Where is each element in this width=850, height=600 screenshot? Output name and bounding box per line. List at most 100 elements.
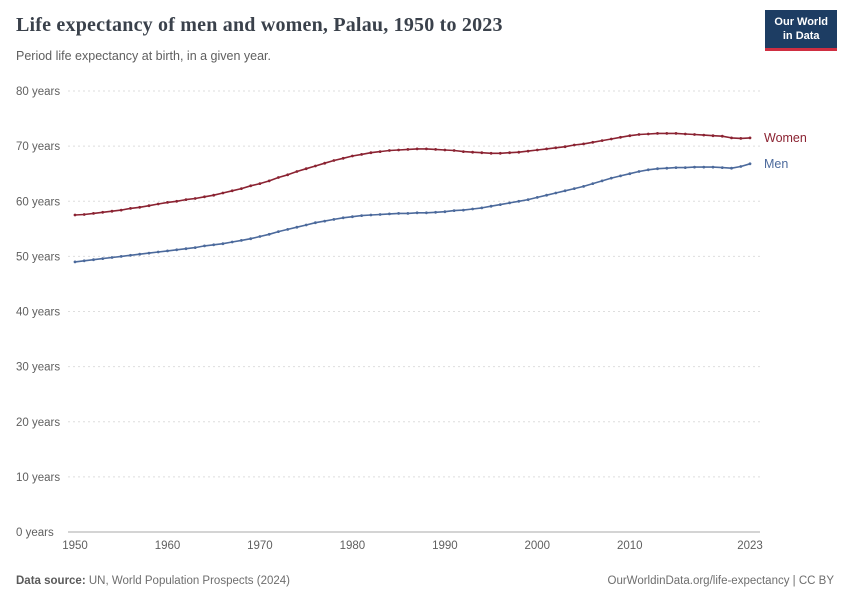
- data-point: [609, 176, 613, 180]
- data-point: [563, 189, 567, 193]
- owid-logo[interactable]: Our World in Data: [765, 10, 837, 51]
- series-line-men: [74, 163, 751, 263]
- data-point: [360, 214, 363, 218]
- data-point: [138, 205, 142, 209]
- data-point: [240, 239, 243, 242]
- data-point: [517, 199, 521, 203]
- y-axis-tick-label: 20 years: [16, 417, 60, 429]
- data-point: [526, 198, 530, 201]
- data-point: [323, 161, 327, 165]
- line-chart: 0 years 10 years 20 years 30 years 40 years 5…: [16, 86, 807, 552]
- data-point: [82, 213, 86, 216]
- series-line-women: [74, 132, 751, 216]
- data-point: [369, 151, 373, 155]
- data-point: [258, 235, 262, 238]
- data-point: [462, 150, 465, 153]
- y-axis-tick-label: 0 years: [16, 527, 54, 539]
- data-point: [535, 196, 539, 199]
- data-point: [166, 201, 169, 204]
- data-point: [462, 208, 465, 212]
- data-point: [572, 143, 576, 147]
- data-point: [184, 198, 188, 201]
- data-point: [360, 153, 363, 156]
- data-point: [517, 150, 521, 154]
- data-point: [739, 165, 743, 168]
- data-point: [498, 151, 502, 155]
- data-point: [739, 137, 743, 140]
- data-point: [388, 149, 391, 152]
- data-point: [554, 191, 558, 195]
- data-source-text: UN, World Population Prospects (2024): [85, 575, 290, 587]
- data-point: [600, 179, 604, 183]
- data-point: [545, 193, 548, 197]
- data-point: [452, 149, 456, 152]
- data-point: [249, 184, 253, 188]
- data-point: [572, 187, 576, 190]
- data-point: [674, 166, 678, 169]
- data-point: [119, 208, 123, 212]
- data-point: [665, 132, 669, 135]
- data-point: [693, 133, 696, 136]
- data-point: [563, 145, 567, 149]
- data-point: [203, 195, 206, 199]
- data-point: [489, 204, 493, 208]
- data-point: [452, 209, 456, 213]
- data-point: [637, 170, 641, 173]
- series-end-label-men: Men: [764, 157, 788, 171]
- y-axis-tick-label: 50 years: [16, 251, 60, 263]
- data-point: [378, 213, 382, 216]
- data-point: [332, 159, 336, 162]
- data-point: [110, 209, 114, 213]
- data-point: [591, 182, 595, 185]
- footer-link[interactable]: OurWorldinData.org/life-expectancy | CC …: [607, 575, 834, 587]
- data-point: [295, 170, 299, 173]
- data-point: [683, 166, 687, 169]
- data-point: [406, 212, 410, 215]
- data-point: [619, 174, 622, 178]
- data-point: [240, 187, 243, 190]
- data-point: [535, 148, 539, 152]
- data-point: [277, 230, 280, 234]
- data-point: [702, 133, 706, 137]
- data-point: [554, 146, 558, 150]
- data-point: [73, 213, 77, 217]
- y-axis-tick-label: 70 years: [16, 141, 60, 153]
- data-point: [471, 207, 474, 211]
- data-point: [314, 164, 317, 168]
- data-point: [730, 166, 733, 170]
- data-point: [628, 172, 632, 176]
- data-point: [674, 132, 678, 135]
- data-point: [397, 212, 400, 215]
- data-point: [193, 246, 197, 250]
- data-point: [480, 206, 484, 210]
- x-axis-tick-label: 1980: [340, 540, 366, 552]
- data-point: [730, 136, 733, 140]
- data-point: [175, 199, 179, 203]
- data-point: [415, 211, 419, 215]
- page-title: Life expectancy of men and women, Palau,…: [16, 14, 503, 36]
- data-point: [720, 166, 724, 169]
- data-source: Data source: UN, World Population Prospe…: [16, 575, 290, 587]
- data-point: [147, 204, 151, 208]
- data-point: [73, 260, 77, 264]
- data-point: [175, 248, 179, 252]
- data-source-label: Data source:: [16, 575, 86, 587]
- data-point: [323, 219, 327, 223]
- data-point: [388, 212, 391, 216]
- data-point: [295, 225, 299, 229]
- data-point: [582, 185, 585, 188]
- data-point: [314, 221, 317, 225]
- data-point: [545, 147, 548, 151]
- data-point: [526, 149, 530, 153]
- data-point: [147, 251, 151, 255]
- x-axis-tick-label: 2010: [617, 540, 643, 552]
- data-point: [332, 218, 336, 221]
- data-point: [489, 151, 493, 155]
- data-point: [665, 166, 669, 170]
- y-axis-tick-label: 10 years: [16, 472, 60, 484]
- y-axis-tick-label: 40 years: [16, 307, 60, 319]
- x-axis-tick-label: 2023: [737, 540, 763, 552]
- data-point: [351, 154, 354, 158]
- data-point: [249, 237, 253, 241]
